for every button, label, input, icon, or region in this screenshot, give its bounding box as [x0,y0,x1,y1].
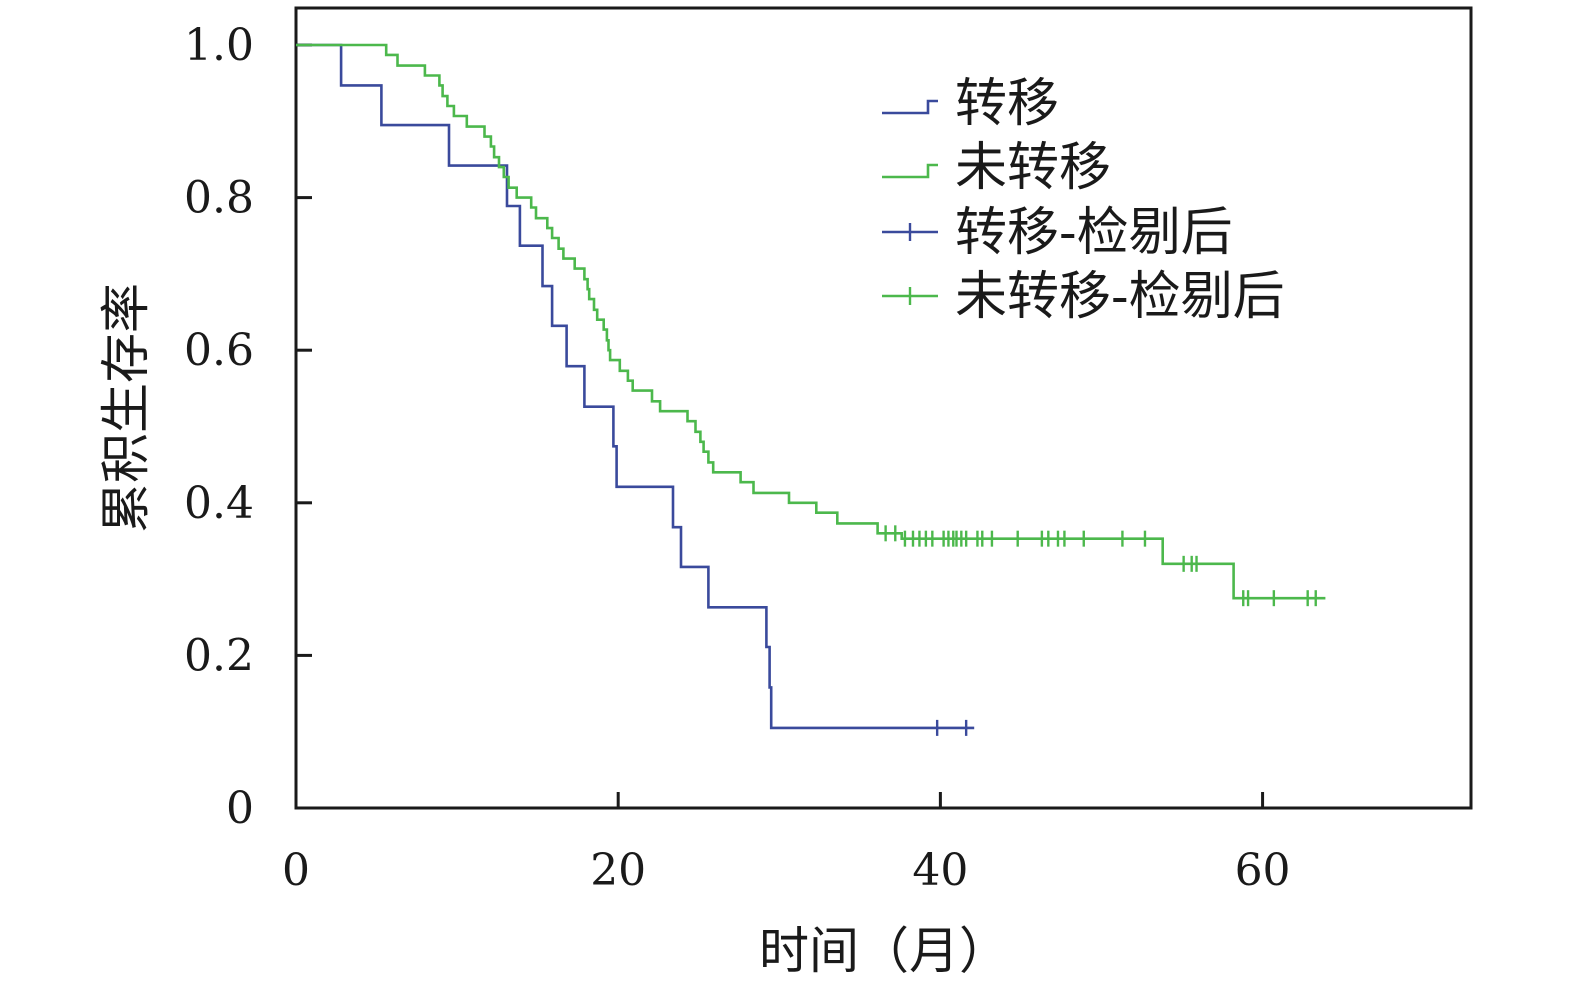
y-tick-label: 0.4 [184,478,254,529]
survival-curve-0 [296,43,975,730]
x-tick-label: 20 [590,845,646,896]
series-layer [296,43,1326,736]
x-tick-label: 60 [1235,845,1291,896]
x-tick-label: 40 [912,845,968,896]
legend-label: 未转移 [955,138,1111,198]
legend-step-symbol [882,163,938,179]
legend-step-symbol [882,99,938,115]
y-tick-label: 0 [226,783,254,834]
y-tick-label: 0.2 [184,630,254,681]
axes: 0 0.2 0.4 0.6 0.8 1.0 0 20 40 60 [184,6,1473,896]
plot-frame [294,6,1473,810]
legend-label: 未转移-检剔后 [955,267,1285,327]
legend-label: 转移-检剔后 [955,203,1233,263]
x-tick-label: 0 [282,845,310,896]
x-axis-title: 时间（月） [759,922,1009,980]
y-tick-label: 0.8 [184,173,254,224]
y-tick-label: 0.6 [184,325,254,376]
y-tick-label: 1.0 [184,20,254,71]
legend-label: 转移 [955,74,1059,134]
y-axis-title: 累积生存率 [97,283,155,533]
survival-curve-1 [296,43,1326,600]
